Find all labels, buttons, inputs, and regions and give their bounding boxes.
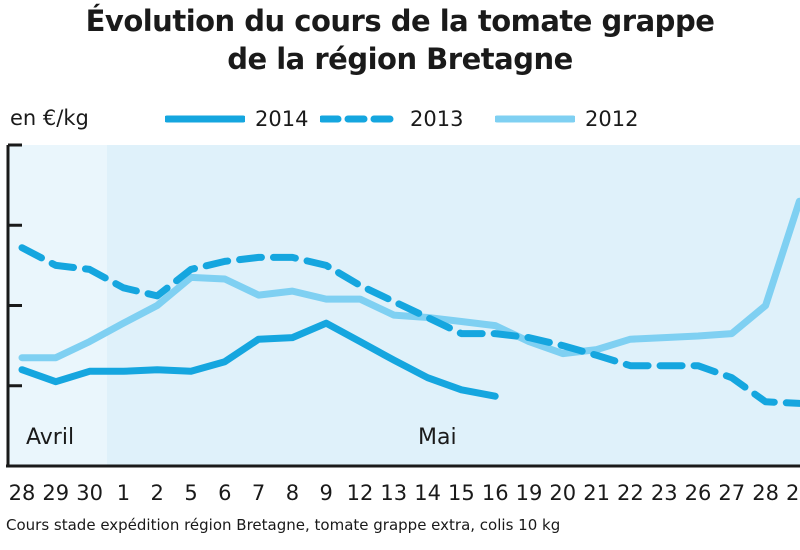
chart-caption: Cours stade expédition région Bretagne, …: [6, 516, 561, 534]
x-tick-label: 12: [347, 481, 374, 505]
series-line-2013: [18, 244, 800, 407]
x-tick-label: 21: [583, 481, 610, 505]
x-tick-label: 16: [482, 481, 509, 505]
x-tick-label: 28: [752, 481, 779, 505]
x-tick-label: 2: [151, 481, 164, 505]
legend-label-2014: 2014: [255, 107, 309, 131]
x-tick-label: 27: [718, 481, 745, 505]
legend-item-2013: 2013: [320, 104, 463, 134]
x-tick-label: 22: [617, 481, 644, 505]
legend-item-2014: 2014: [165, 104, 308, 134]
series-line-2014: [18, 319, 499, 400]
x-tick-label: 29: [42, 481, 69, 505]
plot-background-may: [107, 145, 800, 465]
x-tick-label: 9: [320, 481, 333, 505]
x-tick-label: 20: [549, 481, 576, 505]
series-line-2012: [18, 197, 800, 362]
legend-item-2012: 2012: [495, 104, 638, 134]
legend-swatch-2014: [165, 115, 245, 123]
legend-label-2013: 2013: [410, 107, 464, 131]
x-tick-label: 14: [414, 481, 441, 505]
x-tick-label: 7: [252, 481, 265, 505]
chart-title-line-1: Évolution du cours de la tomate grappe: [85, 4, 715, 38]
x-tick-label: 8: [286, 481, 299, 505]
chart-title-line-2: de la région Bretagne: [227, 42, 573, 76]
x-tick-label: 19: [516, 481, 543, 505]
x-tick-label: 5: [184, 481, 197, 505]
x-tick-label: 29: [786, 481, 800, 505]
x-tick-label: 15: [448, 481, 475, 505]
x-tick-label: 13: [380, 481, 407, 505]
chart-title: Évolution du cours de la tomate grappe d…: [0, 2, 800, 78]
month-label-avril: Avril: [26, 425, 74, 450]
x-tick-label: 26: [685, 481, 712, 505]
x-tick-label: 28: [9, 481, 36, 505]
month-label-mai: Mai: [418, 425, 457, 450]
y-axis-unit: en €/kg: [10, 106, 89, 130]
x-tick-label: 23: [651, 481, 678, 505]
x-tick-label: 30: [76, 481, 103, 505]
legend-swatch-2013: [320, 115, 400, 123]
legend-swatch-2012: [495, 115, 575, 123]
x-tick-label: 6: [218, 481, 231, 505]
x-tick-label: 1: [117, 481, 130, 505]
legend-label-2012: 2012: [585, 107, 639, 131]
